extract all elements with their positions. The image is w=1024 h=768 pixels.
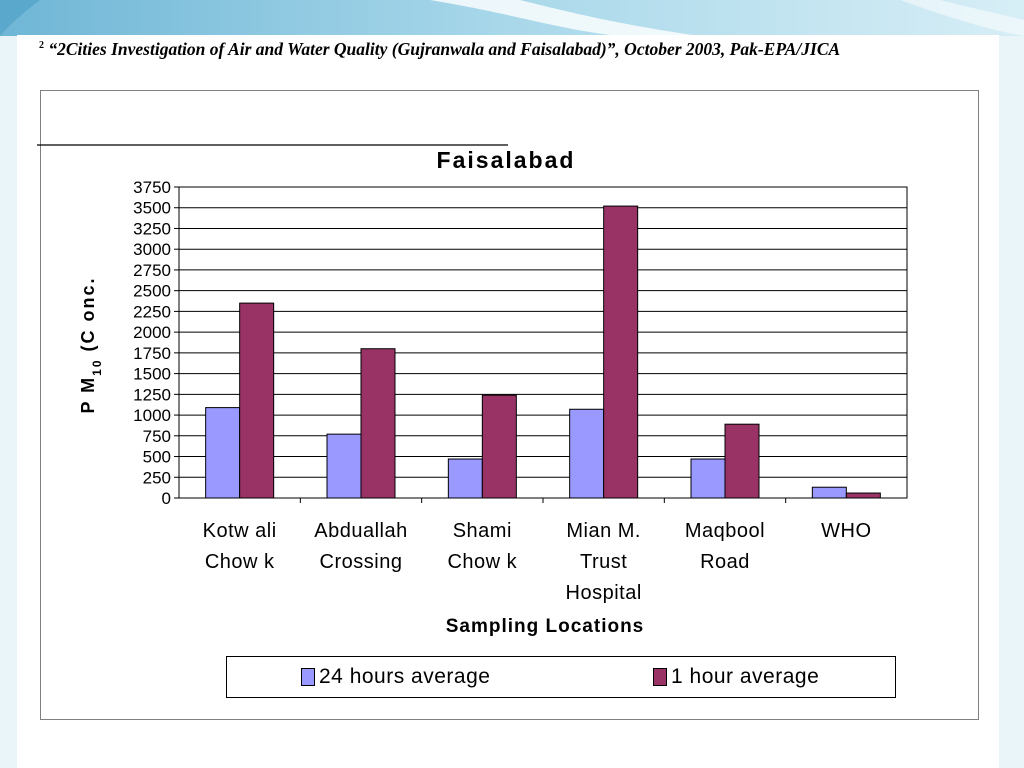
citation-footnote: 2 “2Cities Investigation of Air and Wate… <box>39 39 989 60</box>
bar-1-hour <box>239 302 275 499</box>
y-tick-label: 1500 <box>133 365 171 384</box>
y-axis-label: P M10 (C onc. <box>78 276 104 413</box>
y-tick-label: 2000 <box>133 323 171 342</box>
y-tick-label: 2250 <box>133 302 171 321</box>
y-tick-label: 250 <box>143 468 171 487</box>
bars <box>205 205 881 499</box>
x-category-label: WHO <box>821 520 871 542</box>
y-tick-label: 3750 <box>133 178 171 197</box>
x-category-label: Abduallah <box>314 520 407 542</box>
y-tick-label: 1250 <box>133 385 171 404</box>
x-category-labels: Kotw ali Chow k Abduallah Crossing Shami Chow… <box>203 520 871 604</box>
chart-legend: 24 hours average 1 hour average <box>226 656 896 698</box>
bar-1-hour <box>845 492 881 499</box>
x-category-label: Trust <box>580 551 627 573</box>
x-category-label: Chow k <box>447 551 517 573</box>
bar-24-hours <box>447 458 483 499</box>
x-category-label: Mian M. <box>566 520 641 542</box>
y-tick-label: 0 <box>162 489 171 508</box>
plot-area-border <box>178 186 908 499</box>
x-category-label: Crossing <box>320 551 403 573</box>
citation-text: “2Cities Investigation of Air and Water … <box>48 39 841 59</box>
bar-24-hours <box>811 486 847 499</box>
y-tick-label: 2500 <box>133 282 171 301</box>
y-tick-label: 750 <box>143 427 171 446</box>
y-tick-label: 1000 <box>133 406 171 425</box>
legend-label-24-hours: 24 hours average <box>319 665 491 688</box>
axes <box>174 186 908 503</box>
y-tick-label: 2750 <box>133 261 171 280</box>
chart-title: Faisalabad <box>437 147 576 173</box>
footnote-mark: 2 <box>39 40 44 52</box>
bar-1-hour <box>481 394 517 499</box>
gridlines <box>179 186 907 478</box>
bar-1-hour <box>724 423 760 499</box>
y-tick-label: 3250 <box>133 219 171 238</box>
x-category-label: Shami <box>453 520 512 542</box>
x-axis-label: Sampling Locations <box>446 616 645 637</box>
y-tick-label: 500 <box>143 448 171 467</box>
bar-24-hours <box>690 458 726 499</box>
x-category-label: Hospital <box>566 582 642 604</box>
x-category-label: Road <box>700 551 750 573</box>
x-category-label: Chow k <box>205 551 275 573</box>
legend-swatch-1-hour <box>653 668 667 686</box>
x-category-label: Kotw ali <box>203 520 277 542</box>
bar-24-hours <box>326 433 362 499</box>
legend-label-1-hour: 1 hour average <box>671 665 820 688</box>
bar-1-hour <box>360 348 396 499</box>
legend-item-1-hour: 1 hour average <box>653 665 819 689</box>
y-tick-label: 3000 <box>133 240 171 259</box>
legend-swatch-24-hours <box>301 668 315 686</box>
bar-24-hours <box>569 408 605 499</box>
x-category-label: Maqbool <box>685 520 765 542</box>
legend-item-24-hours: 24 hours average <box>301 665 490 689</box>
y-tick-label: 1750 <box>133 344 171 363</box>
y-tick-labels: 0250500750100012501500175020002250250027… <box>133 178 171 508</box>
bar-1-hour <box>603 205 639 499</box>
y-tick-label: 3500 <box>133 199 171 218</box>
bar-24-hours <box>205 407 241 499</box>
